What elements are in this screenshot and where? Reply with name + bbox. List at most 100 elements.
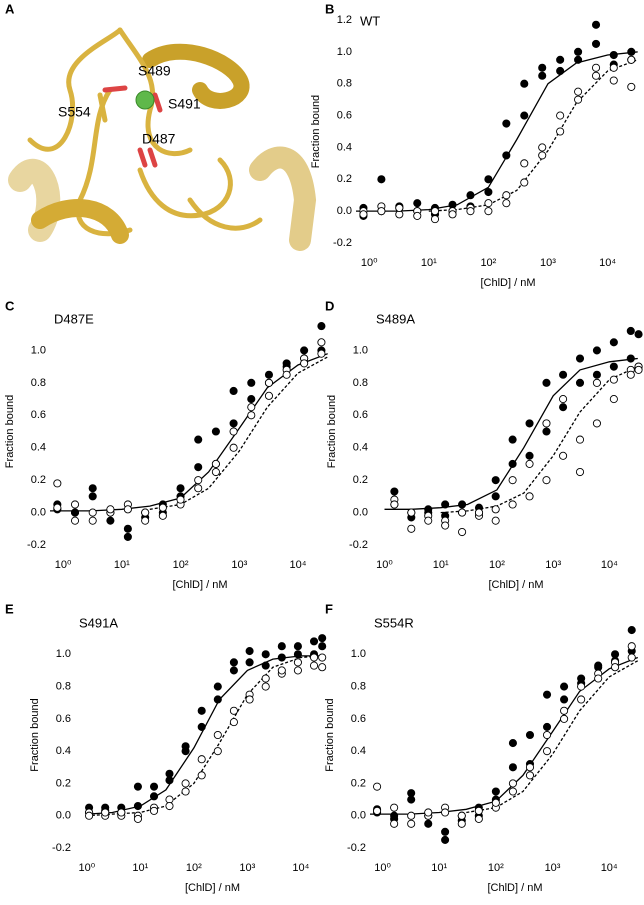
y-tick-label: 1.0: [31, 344, 46, 356]
data-point: [542, 730, 552, 740]
data-point: [359, 210, 368, 219]
x-tick-label: 10⁴: [599, 257, 616, 269]
data-point: [574, 87, 583, 96]
data-point: [627, 55, 636, 64]
chart-title: D487E: [54, 311, 94, 326]
structure-panel: A S489 S554 S491 D487: [5, 1, 317, 251]
data-point: [229, 706, 238, 715]
data-point: [441, 827, 450, 836]
data-point: [165, 801, 174, 811]
data-point: [592, 346, 601, 355]
data-point: [88, 484, 97, 493]
data-point: [211, 427, 220, 436]
data-point: [525, 730, 535, 740]
y-tick-label: 0.8: [353, 377, 368, 389]
data-point: [538, 143, 547, 152]
data-point: [424, 516, 433, 525]
data-point: [141, 508, 150, 517]
data-point: [525, 419, 534, 428]
data-point: [626, 354, 635, 363]
data-point: [458, 500, 467, 509]
data-point: [88, 492, 97, 501]
data-point: [197, 706, 206, 715]
x-tick-label: 10³: [545, 862, 561, 874]
data-point: [591, 63, 601, 72]
side-chains: [97, 85, 163, 168]
data-point: [592, 370, 601, 379]
y-tick-label: 1.0: [337, 46, 352, 58]
data-point: [229, 386, 238, 396]
x-tick-label: 10¹: [114, 559, 130, 571]
data-point: [70, 500, 80, 509]
chart-title: S554R: [374, 615, 414, 630]
data-point: [525, 451, 534, 460]
data-point: [502, 119, 511, 128]
data-point: [491, 492, 500, 501]
y-tick-label: 0.8: [31, 377, 46, 389]
data-point: [247, 411, 256, 420]
data-point: [165, 769, 174, 778]
data-point: [53, 503, 62, 512]
data-point: [491, 798, 500, 807]
data-point: [101, 808, 110, 817]
chart-panel: E S491A -0.2 0.0 0.2 0.4 0.6 0.8 1.0 10⁰ 10¹ 10² 10³…: [5, 601, 327, 894]
data-point: [577, 695, 586, 704]
data-point: [277, 666, 286, 675]
data-point: [395, 203, 404, 213]
data-point: [542, 476, 551, 485]
data-point: [133, 801, 142, 811]
panel-letter: E: [5, 601, 14, 616]
data-point: [474, 814, 483, 823]
data-point: [88, 508, 97, 517]
data-point: [229, 419, 238, 428]
data-point: [627, 626, 636, 635]
data-point: [413, 199, 422, 208]
data-point: [407, 819, 416, 828]
data-point: [229, 666, 238, 675]
data-point: [123, 532, 132, 541]
data-point: [373, 806, 382, 815]
data-point: [149, 806, 159, 815]
data-point: [264, 391, 274, 400]
panel-letter: D: [325, 298, 334, 313]
y-tick-label: 1.0: [56, 648, 71, 660]
x-tick-label: 10³: [545, 559, 561, 571]
y-tick-label: 0.2: [337, 173, 352, 185]
y-tick-label: 0.0: [337, 205, 352, 217]
data-point: [247, 403, 256, 412]
y-tick-label: 0.6: [337, 109, 352, 121]
x-tick-label: 10⁴: [601, 559, 618, 571]
data-point: [264, 378, 274, 387]
y-tick-label: 0.6: [351, 713, 366, 725]
data-point: [407, 524, 416, 533]
y-tick-label: -0.2: [349, 539, 368, 551]
data-point: [197, 771, 206, 780]
data-point: [556, 55, 565, 64]
x-tick-label: 10³: [540, 257, 556, 269]
data-point: [211, 467, 220, 477]
data-point: [53, 479, 62, 488]
data-point: [575, 435, 585, 444]
data-point: [627, 47, 636, 56]
data-point: [441, 500, 450, 509]
data-point: [556, 127, 565, 136]
data-point: [407, 508, 416, 517]
panel-letter: A: [5, 1, 15, 16]
data-point: [194, 435, 203, 444]
data-point: [575, 354, 585, 363]
data-point: [609, 395, 618, 404]
chart-title: WT: [360, 13, 380, 28]
data-point: [457, 819, 466, 828]
y-tick-label: 0.4: [351, 745, 366, 757]
data-point: [626, 326, 635, 336]
data-point: [559, 370, 568, 379]
y-axis-label: Fraction bound: [29, 698, 41, 771]
data-point: [390, 487, 399, 496]
data-point: [491, 505, 500, 514]
y-tick-label: 0.8: [351, 680, 366, 692]
data-point: [591, 71, 601, 80]
data-point: [575, 378, 585, 387]
data-point: [158, 511, 167, 520]
data-point: [229, 718, 238, 727]
